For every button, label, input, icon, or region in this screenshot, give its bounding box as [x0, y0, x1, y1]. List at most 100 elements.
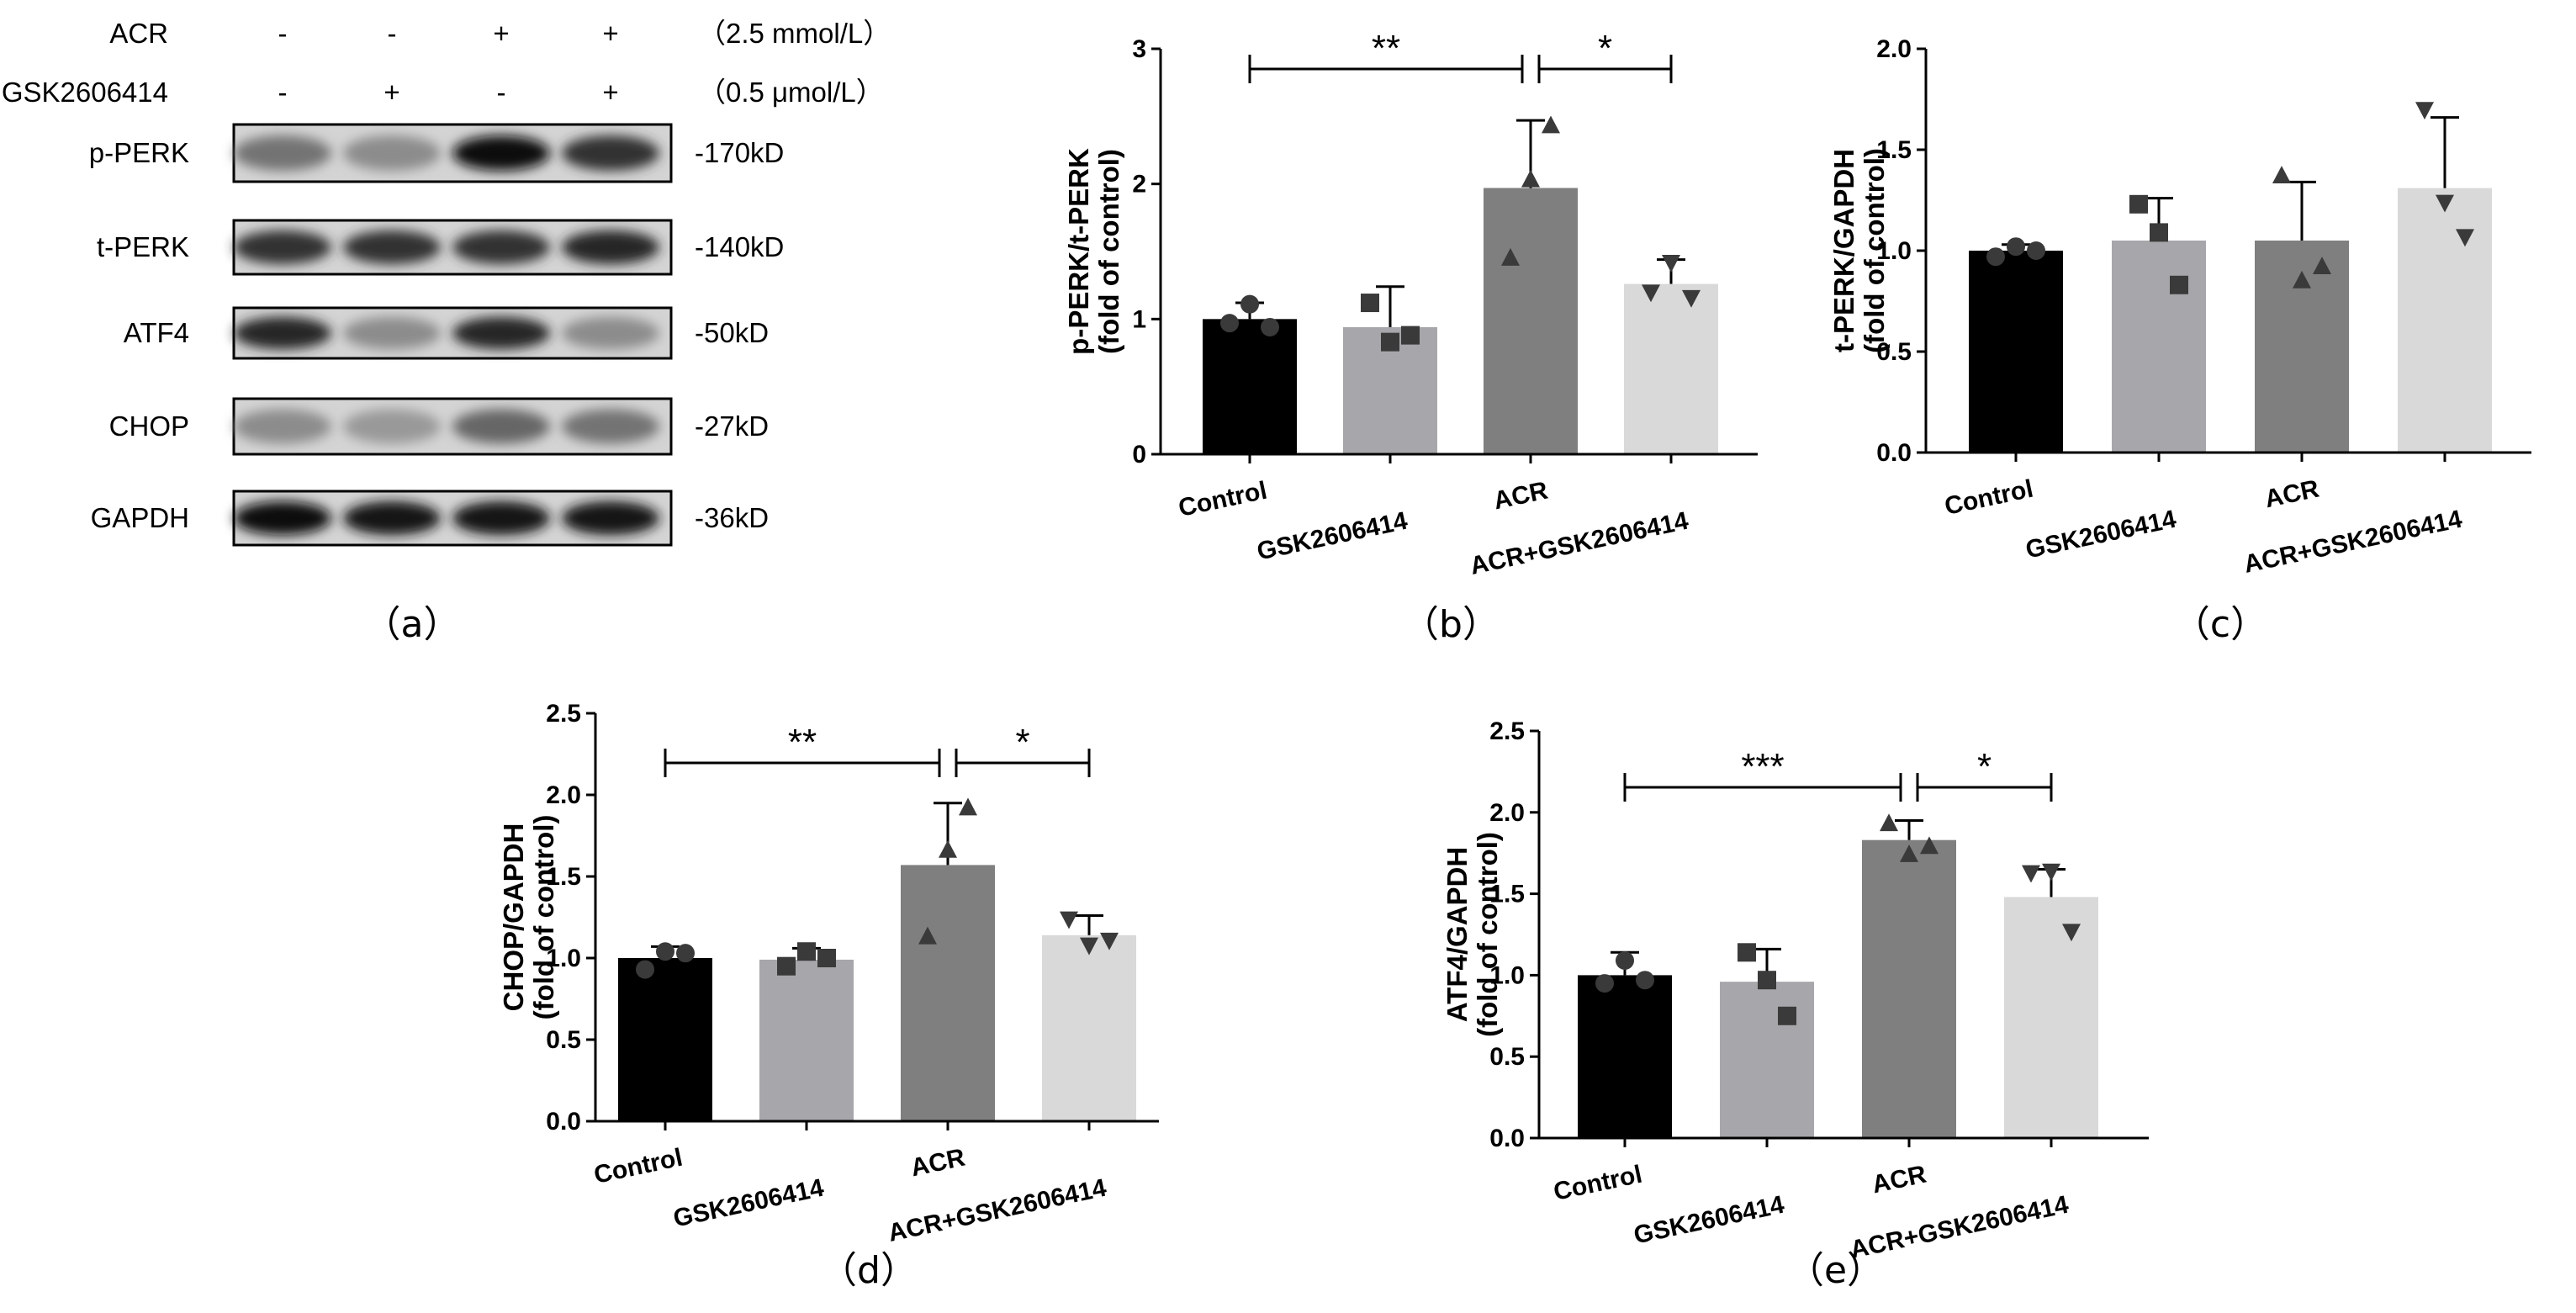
blot-band — [452, 316, 550, 350]
bar-acr — [1862, 839, 1956, 1138]
blot-protein-label: p-PERK — [89, 137, 189, 168]
blot-band — [234, 230, 331, 265]
data-point — [2150, 223, 2168, 242]
y-tick-label: 0.5 — [546, 1026, 581, 1054]
panel-label-d: （d） — [820, 1249, 918, 1292]
bar-control — [1203, 319, 1297, 454]
y-axis-label-sub: (fold of control) — [1472, 832, 1503, 1037]
y-tick-label: 3 — [1132, 35, 1146, 63]
bar-acr-gsk2606414 — [2004, 897, 2098, 1138]
data-point — [1595, 974, 1614, 993]
treatment-dose: （2.5 mmol/L） — [698, 18, 891, 49]
blot-strip — [232, 219, 673, 276]
panel-label-c: （c） — [2173, 603, 2267, 646]
x-category-label: ACR+GSK2606414 — [1468, 507, 1691, 580]
x-category-label: Control — [1551, 1161, 1644, 1206]
y-tick-label: 1.5 — [1876, 136, 1912, 164]
data-point — [1636, 971, 1654, 990]
bar-acr — [901, 865, 995, 1121]
x-category-label: Control — [1942, 475, 2035, 521]
panel-label-a: （a） — [364, 603, 461, 646]
data-point — [656, 942, 674, 961]
blot-band — [234, 409, 331, 444]
y-tick-label: 1 — [1132, 305, 1146, 333]
blot-protein-label: CHOP — [109, 410, 189, 442]
x-category-label: ACR — [1870, 1160, 1929, 1199]
x-category-label: GSK2606414 — [2023, 506, 2179, 564]
treatment-sign: + — [493, 18, 509, 49]
treatment-label: GSK2606414 — [2, 77, 168, 108]
chart-b: 0 1 2 3 p-PERK/t-PERK (fold of control) Contro… — [1063, 28, 1758, 646]
blot-band — [562, 316, 659, 350]
y-tick-label: 2.0 — [1876, 35, 1912, 63]
blot-strip — [232, 123, 673, 183]
x-category-label: ACR+GSK2606414 — [886, 1174, 1109, 1247]
blot-band — [452, 500, 550, 536]
blot-kd-label: -50kD — [695, 317, 769, 348]
data-point — [1880, 813, 1898, 832]
treatment-dose: （0.5 μmol/L） — [698, 77, 884, 108]
y-axis-label-sub: (fold of control) — [1859, 148, 1890, 353]
x-category-label: ACR — [908, 1143, 968, 1182]
data-point — [939, 839, 957, 858]
data-point — [2007, 237, 2025, 257]
data-point — [2313, 257, 2331, 274]
x-category-label: GSK2606414 — [1632, 1191, 1787, 1250]
data-point — [2062, 924, 2081, 942]
blot-kd-label: -140kD — [695, 231, 784, 262]
blot-band — [452, 230, 550, 265]
treatment-sign: + — [602, 18, 618, 49]
blot-protein-label: ATF4 — [124, 317, 189, 348]
bar-gsk2606414 — [2112, 241, 2206, 453]
blot-strip — [232, 397, 673, 456]
x-category-label: GSK2606414 — [671, 1174, 827, 1233]
x-category-label: ACR — [1491, 476, 1551, 515]
data-point — [1758, 971, 1776, 990]
data-point — [1778, 1006, 1796, 1025]
data-point — [1986, 247, 2005, 267]
y-axis-label: p-PERK/t-PERK — [1063, 148, 1094, 355]
y-axis-label: CHOP/GAPDH — [498, 823, 529, 1012]
blot-band — [562, 230, 659, 265]
data-point — [918, 926, 937, 945]
data-point — [1521, 169, 1540, 188]
data-point — [2022, 865, 2040, 883]
data-point — [2170, 275, 2188, 294]
data-point — [1060, 911, 1078, 929]
data-point — [636, 960, 654, 979]
blot-band — [234, 500, 331, 536]
y-tick-label: 2.0 — [1489, 799, 1525, 827]
panel-label-b: （b） — [1402, 603, 1500, 646]
data-point — [2436, 194, 2454, 213]
blot-band — [234, 316, 331, 350]
data-point — [1616, 950, 1634, 970]
data-point — [1682, 289, 1701, 308]
significance-stars: ** — [1372, 28, 1400, 69]
blot-band — [343, 500, 441, 536]
treatment-sign: - — [278, 18, 288, 49]
y-tick-label: 0.0 — [546, 1108, 581, 1136]
blot-strip — [232, 306, 673, 360]
x-category-label: Control — [1176, 477, 1269, 522]
y-axis-label: t-PERK/GAPDH — [1828, 149, 1859, 352]
treatment-sign: + — [383, 77, 399, 108]
significance-stars: * — [1598, 28, 1612, 69]
x-category-label: ACR — [2262, 474, 2322, 513]
data-point — [2456, 229, 2474, 247]
y-tick-label: 2.0 — [546, 781, 581, 809]
bar-control — [1969, 251, 2063, 453]
data-point — [1738, 943, 1756, 962]
data-point — [1642, 284, 1660, 303]
significance-stars: *** — [1741, 746, 1784, 787]
chart-d: 0.0 0.5 1.0 1.5 2.0 2.5 CHOP/GAPDH (fold of con… — [498, 700, 1159, 1292]
blot-band — [343, 409, 441, 444]
treatment-sign: - — [278, 77, 288, 108]
blot-band — [343, 230, 441, 265]
blot-strip — [232, 490, 673, 547]
significance-stars: ** — [788, 722, 817, 763]
bar-acr — [1484, 188, 1578, 454]
treatment-sign: - — [497, 77, 506, 108]
y-tick-label: 2.5 — [546, 700, 581, 728]
